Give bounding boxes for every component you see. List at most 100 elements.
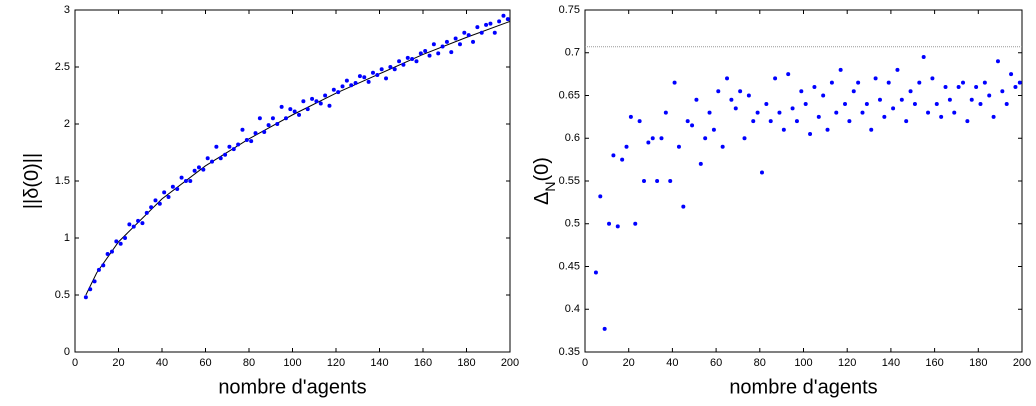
x-tick-label: 20 — [623, 357, 635, 369]
y-tick-label: 1 — [64, 232, 70, 244]
point — [864, 102, 869, 107]
y-tick-label: 0.65 — [559, 89, 580, 101]
point — [331, 87, 336, 92]
x-tick-label: 80 — [754, 357, 766, 369]
point — [270, 116, 275, 121]
x-axis-label: nombre d'agents — [729, 376, 877, 398]
point — [449, 50, 454, 55]
point — [231, 147, 236, 152]
point — [650, 136, 655, 141]
point — [812, 84, 817, 89]
point — [397, 59, 402, 64]
point — [607, 221, 612, 226]
point — [471, 39, 476, 44]
point — [786, 72, 791, 77]
point — [991, 114, 996, 119]
point — [641, 179, 646, 183]
point — [1017, 80, 1022, 85]
point — [799, 89, 804, 94]
point — [926, 110, 931, 115]
point — [746, 93, 751, 98]
x-tick-label: 140 — [882, 357, 900, 369]
point — [227, 144, 232, 149]
point — [205, 156, 210, 161]
point — [628, 114, 633, 119]
point — [379, 67, 384, 72]
point — [1004, 102, 1009, 107]
point — [92, 279, 97, 284]
point — [183, 179, 188, 183]
point — [759, 170, 764, 175]
point — [127, 222, 132, 227]
plot-area — [584, 9, 1023, 353]
point — [344, 78, 349, 83]
y-tick-label: 0.5 — [55, 289, 70, 301]
point — [475, 25, 480, 30]
point — [912, 102, 917, 107]
x-tick-label: 100 — [283, 357, 301, 369]
point — [803, 102, 808, 107]
point — [401, 62, 406, 67]
point — [444, 39, 449, 44]
x-tick-label: 100 — [794, 357, 812, 369]
y-tick-label: 0.75 — [559, 4, 580, 16]
point — [253, 131, 258, 136]
point — [773, 76, 778, 81]
point — [479, 30, 484, 35]
x-tick-label: 60 — [710, 357, 722, 369]
point — [856, 80, 861, 85]
point — [921, 55, 926, 60]
point — [690, 123, 695, 128]
y-tick-label: 0.4 — [565, 303, 580, 315]
point — [908, 89, 913, 94]
point — [978, 102, 983, 107]
point — [891, 106, 896, 111]
y-axis-label-part: Δ — [531, 192, 553, 205]
x-tick-label: 180 — [969, 357, 987, 369]
y-tick-label: 0 — [64, 346, 70, 358]
point — [501, 13, 506, 18]
point — [821, 93, 826, 98]
point — [310, 96, 315, 101]
point — [249, 139, 254, 144]
point — [201, 167, 206, 172]
x-tick-label: 160 — [414, 357, 432, 369]
x-tick-label: 40 — [666, 357, 678, 369]
point — [934, 102, 939, 107]
x-tick-label: 160 — [925, 357, 943, 369]
point — [340, 84, 345, 89]
point — [153, 198, 158, 203]
point — [423, 49, 428, 54]
x-tick-label: 180 — [457, 357, 475, 369]
point — [175, 186, 180, 191]
point — [790, 106, 795, 111]
point — [440, 44, 445, 49]
point — [466, 33, 471, 38]
point — [123, 236, 128, 240]
point — [240, 127, 245, 132]
point — [593, 270, 598, 275]
point — [497, 19, 502, 24]
point — [659, 136, 664, 141]
point — [262, 129, 267, 134]
point — [375, 72, 380, 77]
plot-area — [74, 9, 511, 353]
point — [943, 84, 948, 89]
point — [1009, 72, 1014, 77]
point — [685, 119, 690, 124]
point — [961, 80, 966, 85]
x-tick-label: 0 — [582, 357, 588, 369]
point — [323, 93, 328, 98]
x-tick-label: 20 — [112, 357, 124, 369]
point — [149, 205, 154, 210]
point — [288, 107, 293, 112]
point — [620, 157, 625, 162]
point — [353, 80, 358, 85]
point — [405, 55, 410, 60]
point — [162, 190, 167, 195]
point — [453, 36, 458, 41]
point — [672, 80, 677, 85]
point — [236, 142, 241, 147]
point — [917, 80, 922, 85]
